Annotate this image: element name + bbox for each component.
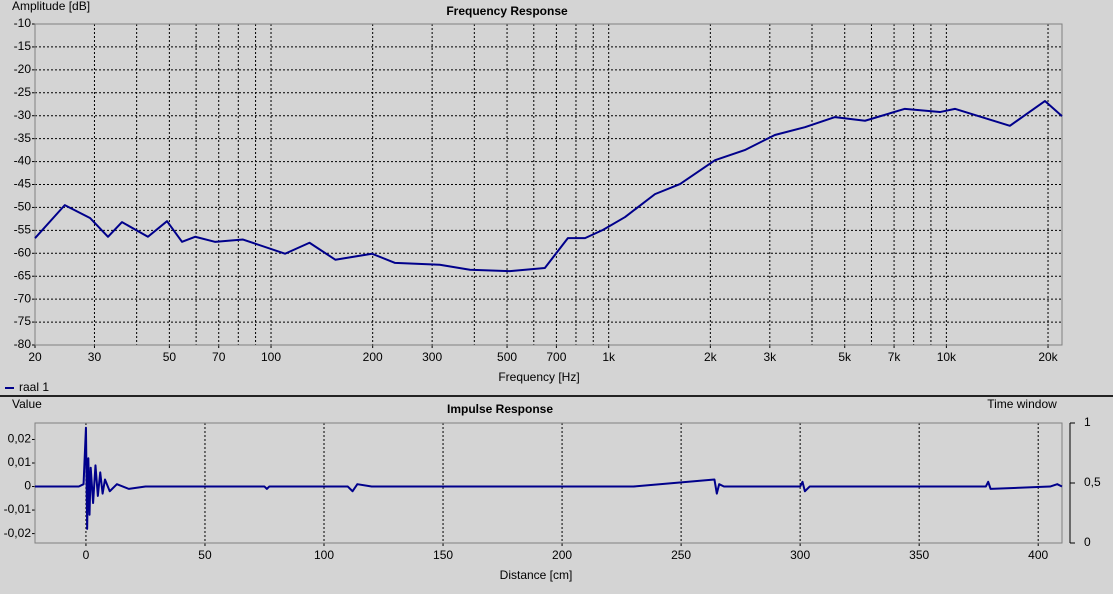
y-tick-label: -20: [14, 62, 32, 76]
x-tick-label: 30: [88, 350, 102, 364]
y2-tick-label: 1: [1084, 415, 1091, 429]
x-tick-label: 700: [546, 350, 566, 364]
x-tick-label: 200: [552, 548, 572, 562]
y-tick-label: -75: [14, 314, 32, 328]
x-tick-label: 250: [671, 548, 691, 562]
x-tick-label: 1k: [602, 350, 616, 364]
x-tick-label: 50: [163, 350, 177, 364]
x-tick-label: 0: [83, 548, 90, 562]
x-tick-label: 5k: [838, 350, 852, 364]
x-axis-label: Distance [cm]: [500, 568, 573, 582]
y-tick-label: -55: [14, 223, 32, 237]
x-tick-label: 300: [422, 350, 442, 364]
x-tick-label: 50: [198, 548, 212, 562]
chart-title: Impulse Response: [447, 402, 553, 416]
x-axis-label: Frequency [Hz]: [498, 370, 579, 384]
x-tick-label: 20k: [1038, 350, 1058, 364]
y-tick-label: -25: [14, 85, 32, 99]
x-tick-label: 100: [261, 350, 281, 364]
x-tick-label: 7k: [888, 350, 902, 364]
y2-axis-label: Time window: [987, 397, 1057, 411]
plot-frame: [34, 23, 1063, 346]
chart-title: Frequency Response: [446, 4, 568, 18]
y-tick-label: -50: [14, 200, 32, 214]
y-tick-label: -80: [14, 337, 32, 351]
x-tick-label: 100: [314, 548, 334, 562]
y-tick-label: -40: [14, 154, 32, 168]
y-tick-label: 0,01: [8, 455, 32, 469]
x-tick-label: 70: [212, 350, 226, 364]
x-tick-label: 500: [497, 350, 517, 364]
y-tick-label: -10: [14, 16, 32, 30]
series-line: [35, 426, 1063, 530]
y-tick-label: -45: [14, 177, 32, 191]
y-tick-label: -60: [14, 245, 32, 259]
y2-tick-label: 0: [1084, 535, 1091, 549]
x-tick-label: 350: [909, 548, 929, 562]
y-tick-label: -30: [14, 108, 32, 122]
y-tick-label: -15: [14, 39, 32, 53]
y-tick-label: -65: [14, 268, 32, 282]
plot-frame: [34, 422, 1063, 544]
series-line: [34, 100, 1063, 273]
y2-tick-label: 0,5: [1084, 475, 1101, 489]
x-tick-label: 2k: [704, 350, 718, 364]
y-tick-label: -0,01: [4, 502, 32, 516]
y-tick-label: 0,02: [8, 432, 32, 446]
x-tick-label: 150: [433, 548, 453, 562]
x-tick-label: 200: [363, 350, 383, 364]
y-tick-label: 0: [24, 479, 31, 493]
y-axis-label: Amplitude [dB]: [12, 0, 90, 13]
x-tick-label: 3k: [763, 350, 777, 364]
x-tick-label: 10k: [937, 350, 957, 364]
x-tick-label: 300: [790, 548, 810, 562]
y-axis-label: Value: [12, 397, 42, 411]
x-tick-label: 20: [28, 350, 42, 364]
legend-entry[interactable]: raal 1: [19, 380, 49, 394]
y-tick-label: -35: [14, 131, 32, 145]
x-tick-label: 400: [1028, 548, 1048, 562]
y-tick-label: -70: [14, 291, 32, 305]
y-tick-label: -0,02: [4, 526, 32, 540]
